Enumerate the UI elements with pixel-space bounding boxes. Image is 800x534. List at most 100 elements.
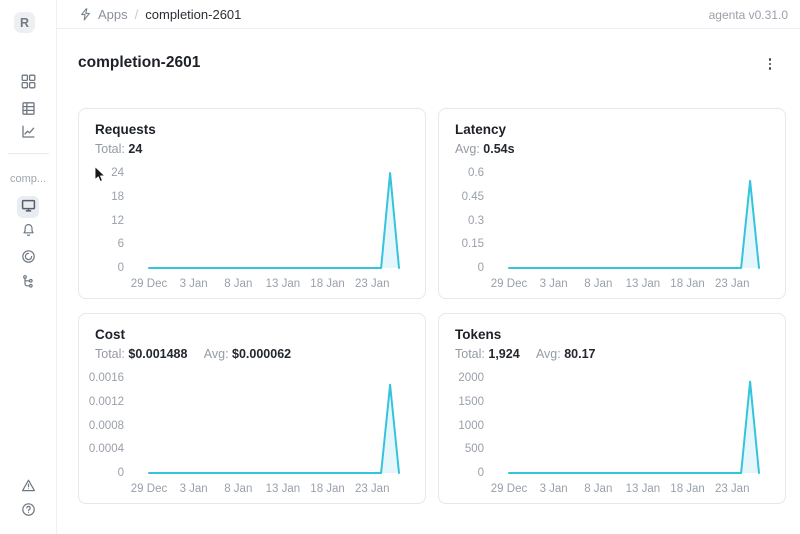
x-tick-label: 23 Jan bbox=[354, 483, 390, 495]
y-tick-label: 0.6 bbox=[468, 167, 484, 179]
stat-label: Avg: bbox=[535, 347, 561, 361]
x-tick-label: 29 Dec bbox=[490, 278, 528, 290]
x-tick-label: 23 Jan bbox=[714, 483, 750, 495]
monitor-icon bbox=[21, 198, 36, 218]
y-tick-label: 2000 bbox=[458, 372, 484, 384]
x-tick-label: 3 Jan bbox=[539, 483, 568, 495]
sidebar-divider bbox=[8, 153, 49, 154]
x-tick-label: 23 Jan bbox=[354, 278, 390, 290]
y-tick-label: 0 bbox=[477, 467, 484, 479]
sidebar-item-help[interactable] bbox=[20, 502, 36, 522]
card-stats: Total: $0.001488 Avg: $0.000062 bbox=[95, 347, 291, 361]
warning-triangle-icon bbox=[21, 478, 36, 498]
stat-value: 0.54s bbox=[483, 142, 515, 156]
table-icon bbox=[21, 101, 36, 121]
requests-chart[interactable] bbox=[79, 109, 427, 300]
y-tick-label: 1000 bbox=[458, 419, 484, 432]
y-tick-label: 0 bbox=[477, 262, 484, 274]
stat-label: Total: bbox=[455, 347, 485, 361]
card-stats: Total: 24 bbox=[95, 142, 142, 156]
bolt-icon bbox=[80, 8, 91, 21]
stat-value: 1,924 bbox=[488, 347, 520, 361]
cost-card: Cost Total: $0.001488 Avg: $0.000062 0 0.… bbox=[78, 313, 426, 504]
y-tick-label: 0.0008 bbox=[88, 419, 124, 432]
y-tick-label: 0.0016 bbox=[88, 372, 124, 384]
page-menu-button[interactable] bbox=[763, 55, 777, 73]
card-title: Tokens bbox=[455, 327, 502, 342]
tokens-card: Tokens Total: 1,924 Avg: 80.17 0 500 1000 1… bbox=[438, 313, 786, 504]
y-tick-label: 0.3 bbox=[468, 214, 484, 227]
line-chart-icon bbox=[21, 124, 36, 144]
x-tick-label: 13 Jan bbox=[625, 483, 661, 495]
sidebar-item-evaluations[interactable] bbox=[20, 124, 36, 144]
bell-icon bbox=[21, 223, 36, 243]
help-circle-icon bbox=[21, 502, 36, 522]
sidebar-item-deployments[interactable] bbox=[20, 223, 36, 243]
card-title: Cost bbox=[95, 327, 125, 342]
x-tick-label: 8 Jan bbox=[224, 278, 253, 290]
cost-chart[interactable] bbox=[79, 314, 427, 505]
sidebar-item-traces[interactable] bbox=[20, 274, 36, 294]
x-tick-label: 13 Jan bbox=[265, 278, 301, 290]
stat-label: Avg: bbox=[455, 142, 480, 156]
x-tick-label: 13 Jan bbox=[625, 278, 661, 290]
y-tick-label: 0.0004 bbox=[88, 443, 124, 456]
y-tick-label: 0 bbox=[117, 467, 124, 479]
x-tick-label: 29 Dec bbox=[130, 483, 168, 495]
y-tick-label: 24 bbox=[111, 167, 124, 179]
kebab-dot bbox=[768, 58, 772, 61]
y-tick-label: 0.15 bbox=[461, 238, 484, 251]
breadcrumb-apps-link[interactable]: Apps bbox=[98, 7, 128, 22]
app-version-label: agenta v0.31.0 bbox=[708, 7, 788, 22]
stat-value: 24 bbox=[128, 142, 143, 156]
x-tick-label: 3 Jan bbox=[179, 278, 208, 290]
x-tick-label: 13 Jan bbox=[265, 483, 301, 495]
stat-label: Avg: bbox=[203, 347, 229, 361]
kebab-dot bbox=[768, 67, 772, 70]
card-stats: Total: 1,924 Avg: 80.17 bbox=[455, 347, 596, 361]
y-tick-label: 500 bbox=[464, 443, 484, 456]
y-tick-label: 0.0012 bbox=[88, 395, 124, 408]
y-tick-label: 6 bbox=[117, 238, 124, 251]
gauge-icon bbox=[21, 249, 36, 269]
stat-label: Total: bbox=[95, 347, 125, 361]
breadcrumb: Apps / completion-2601 bbox=[80, 0, 241, 29]
stat-value: 80.17 bbox=[564, 347, 596, 361]
x-tick-label: 3 Jan bbox=[179, 483, 208, 495]
latency-chart[interactable] bbox=[439, 109, 787, 300]
project-label: comp... bbox=[10, 173, 47, 185]
sidebar-item-status[interactable] bbox=[20, 478, 36, 498]
x-tick-label: 8 Jan bbox=[584, 278, 613, 290]
x-tick-label: 29 Dec bbox=[490, 483, 528, 495]
x-tick-label: 18 Jan bbox=[310, 278, 345, 290]
card-title: Latency bbox=[455, 122, 507, 137]
page-title: completion-2601 bbox=[78, 54, 201, 71]
x-tick-label: 18 Jan bbox=[670, 483, 705, 495]
y-tick-label: 0 bbox=[117, 262, 124, 274]
grid-icon bbox=[21, 74, 36, 94]
workspace-avatar[interactable]: R bbox=[14, 12, 35, 33]
y-tick-label: 18 bbox=[111, 190, 124, 203]
sidebar: R comp... bbox=[0, 0, 57, 534]
y-tick-label: 1500 bbox=[458, 395, 484, 408]
card-title: Requests bbox=[95, 122, 156, 137]
stat-value: $0.001488 bbox=[128, 347, 188, 361]
tokens-chart[interactable] bbox=[439, 314, 787, 505]
y-tick-label: 0.45 bbox=[461, 190, 484, 203]
x-tick-label: 18 Jan bbox=[670, 278, 705, 290]
stat-label: Total: bbox=[95, 142, 125, 156]
x-tick-label: 29 Dec bbox=[130, 278, 168, 290]
sidebar-item-apps[interactable] bbox=[20, 74, 36, 94]
top-header: Apps / completion-2601 agenta v0.31.0 bbox=[57, 0, 800, 29]
latency-card: Latency Avg: 0.54s 0 0.15 0.3 0.45 0.6 29 De… bbox=[438, 108, 786, 299]
x-tick-label: 18 Jan bbox=[310, 483, 345, 495]
x-tick-label: 8 Jan bbox=[224, 483, 253, 495]
x-tick-label: 3 Jan bbox=[539, 278, 568, 290]
sidebar-item-overview[interactable] bbox=[20, 198, 36, 218]
sidebar-item-observability[interactable] bbox=[20, 249, 36, 269]
sidebar-item-datasets[interactable] bbox=[20, 101, 36, 121]
requests-card: Requests Total: 24 0 6 12 18 24 29 Dec 3 Jan 8… bbox=[78, 108, 426, 299]
kebab-dot bbox=[768, 62, 772, 66]
tree-icon bbox=[21, 274, 36, 294]
card-stats: Avg: 0.54s bbox=[455, 142, 515, 156]
